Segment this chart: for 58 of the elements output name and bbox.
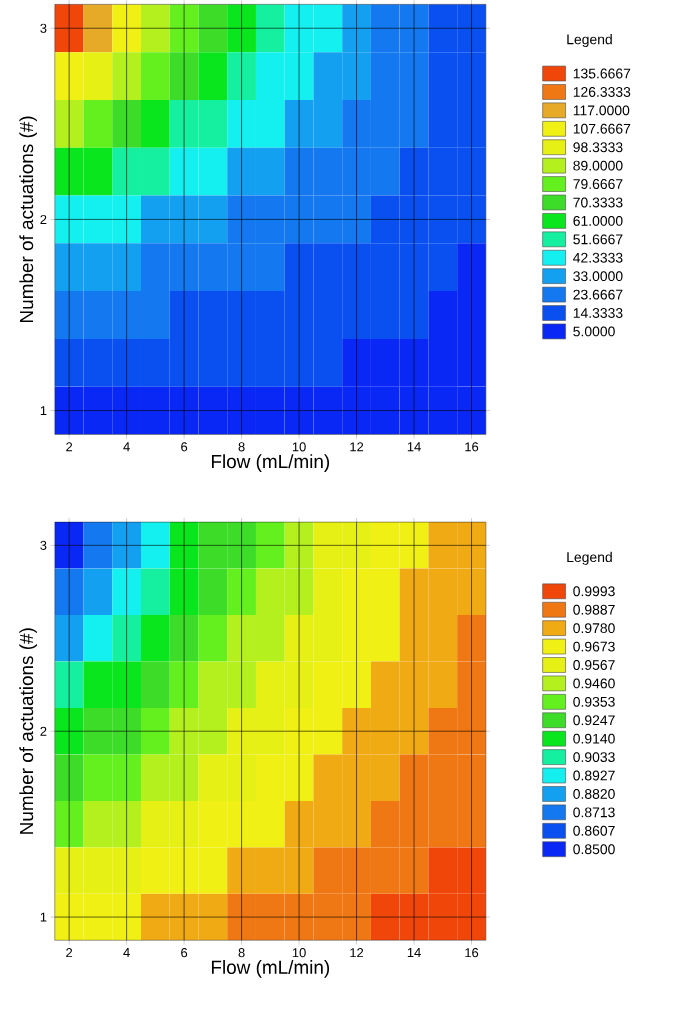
color-bar-label: 23.6667	[573, 289, 623, 300]
x-tick-label: 4	[123, 442, 130, 452]
color-bar-label: 107.6667	[573, 123, 631, 134]
x-tick-label: 12	[350, 948, 364, 958]
color-bar-label: 70.3333	[573, 197, 623, 208]
y-tick-label: 3	[40, 23, 47, 33]
color-bar-label: 135.6667	[573, 68, 631, 79]
color-bar-label: 0.8820	[573, 788, 615, 799]
color-bar-label: 0.9460	[573, 678, 615, 689]
color-bar-label: 0.8927	[573, 770, 615, 781]
color-bar-label: 14.3333	[573, 308, 623, 318]
y-tick-label: 2	[40, 214, 47, 224]
x-tick-label: 8	[238, 948, 245, 958]
x-tick-label: 10	[292, 948, 306, 958]
x-tick-label: 8	[238, 442, 245, 452]
y-tick-label: 3	[40, 540, 47, 550]
x-tick-label: 6	[181, 442, 188, 452]
color-bar-label: 0.9140	[573, 733, 615, 744]
x-tick-label: 4	[123, 948, 130, 957]
y-tick-label: 1	[40, 406, 47, 416]
color-bar-title: Legend	[567, 34, 612, 48]
color-bar-label: 79.6667	[573, 179, 623, 190]
x-axis-title: Flow (mL/min)	[211, 960, 330, 978]
color-bar-label: 0.9780	[573, 623, 615, 634]
color-bar-label: 0.9567	[573, 660, 615, 670]
color-bar-label: 98.3333	[573, 142, 623, 153]
x-axis-title: Flow (mL/min)	[211, 454, 330, 472]
color-bar-label: 126.3333	[573, 87, 631, 97]
color-bar-label: 0.9673	[573, 641, 615, 652]
y-tick-label: 1	[40, 912, 47, 922]
y-tick-label: 2	[40, 726, 47, 736]
x-tick-label: 2	[66, 948, 73, 958]
x-tick-label: 16	[465, 442, 479, 452]
color-bar-label: 0.8713	[573, 807, 615, 818]
color-bar-label: 89.0000	[573, 160, 623, 171]
color-bar-label: 0.9247	[573, 715, 615, 726]
x-tick-label: 2	[66, 442, 73, 452]
x-tick-label: 10	[292, 442, 306, 452]
color-bar-label: 117.0000	[573, 105, 630, 116]
x-tick-label: 14	[407, 948, 421, 957]
x-tick-label: 6	[181, 948, 188, 958]
color-bar-label: 0.9353	[573, 696, 615, 707]
x-tick-label: 12	[350, 442, 364, 452]
y-axis-title: Number of actuations (#)	[19, 628, 37, 834]
y-axis-title: Number of actuations (#)	[19, 116, 37, 322]
color-bar-label: 0.8607	[573, 825, 615, 836]
x-tick-label: 14	[407, 442, 421, 452]
color-bar-label: 61.0000	[573, 215, 623, 226]
color-bar-label: 0.8500	[573, 844, 615, 855]
color-bar-label: 42.3333	[573, 252, 623, 263]
color-bar-label: 0.9993	[573, 586, 615, 597]
color-bar-title: Legend	[567, 551, 612, 565]
color-bar-label: 33.0000	[573, 271, 623, 282]
color-bar-label: 0.9033	[573, 752, 615, 763]
color-bar-label: 0.9887	[573, 604, 615, 615]
x-tick-label: 16	[465, 948, 479, 958]
color-bar-label: 5.0000	[573, 326, 615, 337]
color-bar-label: 51.6667	[573, 234, 623, 245]
